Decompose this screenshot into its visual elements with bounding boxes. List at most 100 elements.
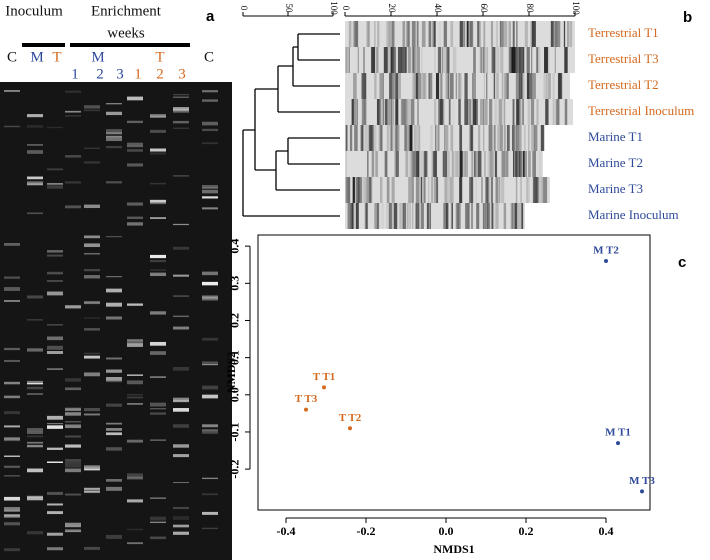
gel-band: [127, 339, 143, 342]
strip-band: [355, 21, 359, 47]
gel-band: [150, 402, 166, 407]
strip-band: [397, 125, 400, 151]
gel-band: [202, 337, 218, 341]
strip-band: [352, 177, 356, 203]
strip-band: [487, 177, 491, 203]
gel-band: [106, 276, 122, 278]
gel-band: [202, 189, 218, 194]
strip-band: [407, 203, 409, 229]
strip-band: [450, 177, 454, 203]
gel-band: [84, 408, 100, 412]
strip-band: [471, 151, 473, 177]
strip-band: [386, 177, 390, 203]
gel-band: [150, 516, 166, 521]
strip-band: [450, 125, 454, 151]
strip-band: [352, 21, 356, 47]
strip-band: [416, 125, 421, 151]
strip-band: [433, 177, 437, 203]
gel-band: [173, 444, 189, 448]
gel-band: [4, 300, 20, 302]
gel-band: [47, 280, 63, 282]
strip-band: [386, 125, 389, 151]
gel-band: [65, 463, 81, 468]
strip-band: [555, 99, 559, 125]
strip-band: [469, 177, 473, 203]
strip-band: [407, 47, 412, 73]
strip-band: [501, 73, 504, 99]
strip-band: [526, 73, 530, 99]
gel-band: [47, 183, 63, 185]
strip-band: [464, 151, 468, 177]
gel-band: [65, 424, 81, 429]
gel-band: [202, 142, 218, 145]
strip-band: [522, 47, 525, 73]
gel-band: [47, 511, 63, 515]
strip-band: [543, 177, 548, 203]
gel-band: [84, 372, 100, 377]
strip-band: [444, 125, 446, 151]
strip-band: [361, 73, 365, 99]
strip-band: [430, 125, 433, 151]
gel-band: [4, 437, 20, 441]
lane-label: C: [204, 49, 214, 65]
gel-band: [4, 548, 20, 552]
strip-band: [388, 125, 390, 151]
gel-band: [173, 531, 189, 535]
strip-band: [411, 21, 416, 47]
gel-band: [202, 430, 218, 434]
strip-band: [464, 73, 468, 99]
strip-band: [416, 21, 418, 47]
gel-band: [106, 369, 122, 373]
strip-band: [554, 47, 556, 73]
strip-band: [410, 99, 415, 125]
gel-band: [27, 144, 43, 146]
strip-band: [431, 151, 434, 177]
strip-band: [369, 177, 372, 203]
group-label: M: [91, 49, 104, 65]
strip-band: [443, 21, 448, 47]
strip-band: [518, 47, 521, 73]
strip-band: [478, 125, 481, 151]
gel-band: [202, 297, 218, 301]
strip-band: [362, 125, 364, 151]
gel-band: [202, 295, 218, 299]
gel-band: [150, 536, 166, 540]
strip-band: [554, 21, 558, 47]
strip-band: [389, 73, 393, 99]
point-label: M T1: [605, 427, 631, 439]
strip-band: [564, 47, 568, 73]
strip-band: [522, 99, 524, 125]
gel-band: [202, 99, 218, 102]
gel-image: [0, 82, 232, 560]
strip-band: [508, 21, 511, 47]
strip-band: [420, 177, 423, 203]
strip-band: [465, 21, 468, 47]
gel-band: [202, 394, 218, 399]
strip-band: [436, 177, 439, 203]
strip-band: [417, 21, 419, 47]
strip-band: [517, 99, 521, 125]
gel-band: [106, 316, 122, 320]
strip-band: [536, 177, 539, 203]
strip-band: [483, 73, 486, 99]
gel-band: [65, 522, 81, 527]
gel-band: [4, 395, 20, 399]
strip-band: [512, 99, 515, 125]
strip-band: [519, 73, 523, 99]
sample-label: Marine Inoculum: [588, 207, 679, 222]
strip-band: [545, 73, 548, 99]
panel-label: b: [683, 9, 692, 26]
dendrogram: [242, 33, 340, 217]
lane-label: 2: [96, 66, 104, 82]
strip-band: [501, 99, 506, 125]
strip-band: [379, 99, 382, 125]
strip-band: [564, 99, 568, 125]
gel-band: [127, 303, 143, 306]
strip-band: [489, 99, 493, 125]
gel-band: [4, 440, 20, 442]
gel-band: [47, 291, 63, 296]
strip-band: [516, 21, 518, 47]
strip-band: [518, 203, 522, 229]
strip-band: [371, 47, 376, 73]
